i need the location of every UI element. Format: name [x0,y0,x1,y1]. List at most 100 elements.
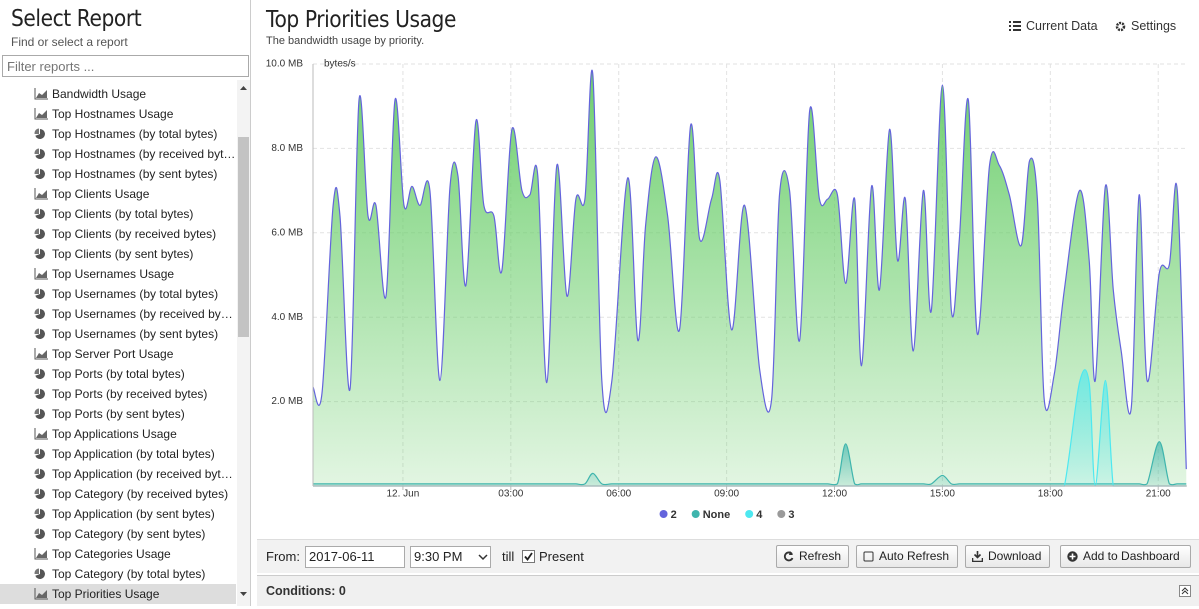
report-label: Top Usernames Usage [52,267,175,281]
report-item[interactable]: Top Hostnames (by received bytes) [0,144,236,164]
current-data-button[interactable]: Current Data [1009,19,1098,33]
legend-dot [745,510,754,518]
area-icon [34,88,48,100]
collapse-icon[interactable] [1179,585,1191,597]
report-item[interactable]: Top Ports (by received bytes) [0,384,236,404]
report-item[interactable]: Top Usernames (by sent bytes) [0,324,236,344]
conditions-bar[interactable]: Conditions: 0 [257,575,1199,606]
plus-icon [1067,551,1078,562]
x-tick-label: 12:00 [822,489,847,500]
date-input[interactable]: 2017-06-11 [305,546,405,568]
report-item[interactable]: Top Category (by sent bytes) [0,524,236,544]
download-icon [972,551,983,562]
till-label: till [502,549,515,564]
legend-item[interactable]: 2 [659,509,677,521]
report-item[interactable]: Top Clients (by sent bytes) [0,244,236,264]
report-item[interactable]: Top Category (by total bytes) [0,564,236,584]
pie-icon [34,528,46,539]
report-label: Top Ports (by total bytes) [52,367,185,381]
report-item[interactable]: Top Usernames (by received bytes) [0,304,236,324]
report-item[interactable]: Top Application (by received bytes) [0,464,236,484]
legend-label: None [703,509,731,521]
report-item[interactable]: Top Categories Usage [0,544,236,564]
download-button[interactable]: Download [965,545,1050,568]
report-label: Bandwidth Usage [52,87,147,101]
add-to-dashboard-button[interactable]: Add to Dashboard [1060,545,1191,568]
x-tick-label: 03:00 [498,489,523,500]
filter-input[interactable] [2,55,249,77]
report-item[interactable]: Top Clients (by total bytes) [0,204,236,224]
report-label: Top Clients (by sent bytes) [52,247,194,261]
report-item[interactable]: Top Server Port Usage [0,344,236,364]
report-item[interactable]: Top Category (by received bytes) [0,484,236,504]
legend-item[interactable]: None [691,509,731,521]
legend-dot [659,510,668,518]
conditions-label: Conditions: 0 [266,584,346,598]
report-item[interactable]: Top Clients (by received bytes) [0,224,236,244]
series-line [312,69,1187,470]
report-label: Top Applications Usage [52,427,177,441]
report-item[interactable]: Bandwidth Usage [0,84,236,104]
report-item[interactable]: Top Ports (by total bytes) [0,364,236,384]
report-label: Top Application (by received bytes) [52,467,236,481]
report-item[interactable]: Top Priorities Usage [0,584,236,604]
list-icon [1009,21,1021,31]
report-item[interactable]: Top Application (by sent bytes) [0,504,236,524]
report-label: Top Application (by total bytes) [52,447,215,461]
time-select[interactable]: 9:30 PM [410,546,491,568]
date-value: 2017-06-11 [309,549,375,564]
x-tick-label: 12. Jun [387,489,420,500]
report-item[interactable]: Top Application (by total bytes) [0,444,236,464]
settings-button[interactable]: Settings [1115,19,1176,33]
y-tick-label: 2.0 MB [271,396,303,407]
legend-label: 3 [788,509,794,521]
refresh-label: Refresh [799,549,842,563]
refresh-icon [783,551,794,562]
main: Top Priorities Usage The bandwidth usage… [257,0,1199,606]
report-item[interactable]: Top Applications Usage [0,424,236,444]
add-to-dashboard-label: Add to Dashboard [1083,549,1180,563]
legend-item[interactable]: 3 [777,509,794,521]
legend-item[interactable]: 4 [745,509,763,521]
sidebar: Select Report Find or select a report Ba… [0,0,251,606]
scroll-thumb[interactable] [238,137,249,337]
auto-refresh-box [863,551,874,562]
report-item[interactable]: Top Usernames Usage [0,264,236,284]
y-tick-label: 6.0 MB [271,227,303,238]
report-label: Top Hostnames (by sent bytes) [52,167,218,181]
check-mark [524,552,533,561]
report-label: Top Usernames (by sent bytes) [52,327,219,341]
y-tick-label: 10.0 MB [266,59,304,70]
time-value: 9:30 PM [414,549,463,564]
refresh-button[interactable]: Refresh [776,545,849,568]
report-item[interactable]: Top Hostnames (by sent bytes) [0,164,236,184]
present-checkbox[interactable] [522,550,535,563]
pie-icon [34,568,46,579]
pie-icon [34,288,46,299]
report-item[interactable]: Top Clients Usage [0,184,236,204]
pie-icon [34,328,46,339]
report-item[interactable]: Top Ports (by sent bytes) [0,404,236,424]
report-title: Top Priorities Usage [266,7,456,33]
download-label: Download [988,549,1042,563]
report-item[interactable]: Top Usernames (by total bytes) [0,284,236,304]
auto-refresh-button[interactable]: Auto Refresh [856,545,958,568]
report-label: Top Clients (by received bytes) [52,227,217,241]
pie-icon [34,488,46,499]
pie-icon [34,148,46,159]
pie-icon [34,448,46,459]
report-label: Top Hostnames Usage [52,107,174,121]
settings-label: Settings [1131,19,1177,33]
sidebar-subtitle: Find or select a report [11,35,128,49]
scrollbar[interactable] [237,80,250,606]
y-tick-label: 8.0 MB [271,143,303,154]
area-icon [34,428,48,440]
x-tick-label: 21:00 [1146,489,1171,500]
report-item[interactable]: Top Hostnames Usage [0,104,236,124]
report-item[interactable]: Top Hostnames (by total bytes) [0,124,236,144]
y-tick-label: 4.0 MB [271,312,303,323]
x-tick-label: 18:00 [1038,489,1063,500]
pie-icon [34,128,46,139]
legend-dot [777,510,786,518]
report-label: Top Usernames (by total bytes) [52,287,219,301]
